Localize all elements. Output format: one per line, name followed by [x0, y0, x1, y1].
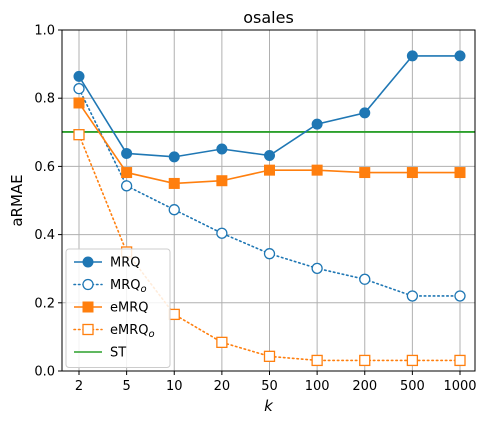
data-point: [311, 118, 323, 130]
data-point: [454, 167, 466, 179]
legend-label: ST: [110, 346, 126, 361]
legend-label-text: MRQ: [110, 256, 140, 271]
x-axis-title: k: [264, 397, 274, 415]
x-tick-label: 5: [122, 379, 130, 394]
data-point: [311, 354, 323, 367]
x-tick-label: 10: [166, 379, 183, 394]
data-point: [73, 129, 85, 141]
data-point: [168, 151, 180, 163]
data-point: [73, 70, 85, 82]
y-tick-label: 0.0: [34, 365, 55, 380]
y-tick-label: 1.0: [34, 24, 55, 39]
data-point: [121, 167, 133, 179]
x-tick-label: 500: [400, 379, 425, 394]
data-point: [406, 354, 419, 367]
data-point: [406, 290, 419, 302]
data-point: [216, 143, 228, 155]
legend-swatch-marker: [82, 256, 94, 268]
x-tick-label: 20: [214, 379, 231, 394]
data-point: [454, 50, 466, 62]
x-tick-label: 100: [305, 379, 330, 394]
data-point: [359, 107, 371, 119]
data-point: [168, 204, 180, 216]
data-point: [311, 164, 323, 176]
data-point: [216, 336, 228, 349]
series-1: [73, 83, 466, 302]
legend-label-text: MRQ: [110, 278, 140, 293]
data-point: [359, 354, 371, 367]
legend-box: [65, 248, 171, 368]
legend-label: MRQo: [110, 278, 147, 295]
legend-swatch-marker: [82, 323, 94, 336]
y-tick-label: 0.2: [34, 296, 55, 311]
x-tick-label: 1000: [443, 379, 476, 394]
legend-label-subscript: o: [140, 284, 146, 295]
data-point: [73, 83, 85, 95]
y-axis-ticks: 0.0 0.2 0.4 0.6 0.8 1.0: [34, 24, 62, 380]
data-point: [121, 147, 133, 159]
x-axis-ticks: 2 5 10 20 50 100 200 500 1000: [75, 371, 477, 394]
legend-label: eMRQ: [110, 301, 148, 316]
data-point: [216, 175, 228, 187]
y-tick-label: 0.8: [34, 92, 55, 107]
data-point: [263, 248, 276, 260]
legend-swatch-marker: [82, 301, 94, 313]
legend-label-text: eMRQ: [110, 301, 148, 316]
legend-label-text: ST: [110, 346, 126, 361]
plot-frame: [61, 29, 476, 372]
legend-label-text: eMRQ: [110, 323, 148, 338]
data-point: [263, 350, 276, 362]
data-point: [359, 167, 371, 179]
data-point: [359, 273, 371, 285]
data-point: [264, 164, 275, 176]
x-tick-label: 2: [75, 379, 83, 394]
data-point: [406, 50, 418, 62]
legend-swatch-marker: [82, 278, 94, 291]
x-tick-label: 200: [352, 379, 377, 394]
data-point: [264, 149, 275, 161]
series-0: [73, 50, 466, 163]
data-point: [168, 177, 180, 189]
data-point: [454, 354, 466, 367]
legend-label-subscript: o: [148, 329, 154, 340]
chart-title: osales: [243, 8, 294, 27]
x-tick-label: 50: [261, 379, 278, 394]
y-tick-label: 0.6: [34, 160, 55, 175]
legend-label: eMRQo: [110, 323, 155, 340]
y-tick-label: 0.4: [34, 228, 55, 243]
series-2: [73, 97, 466, 189]
data-point: [216, 227, 228, 239]
legend-label: MRQ: [110, 256, 140, 271]
data-point: [454, 290, 466, 302]
data-point: [406, 167, 418, 179]
data-point: [120, 180, 133, 192]
data-point: [311, 262, 323, 275]
y-axis-title: aRMAE: [8, 174, 26, 226]
data-point: [73, 97, 85, 109]
data-point: [168, 308, 180, 321]
